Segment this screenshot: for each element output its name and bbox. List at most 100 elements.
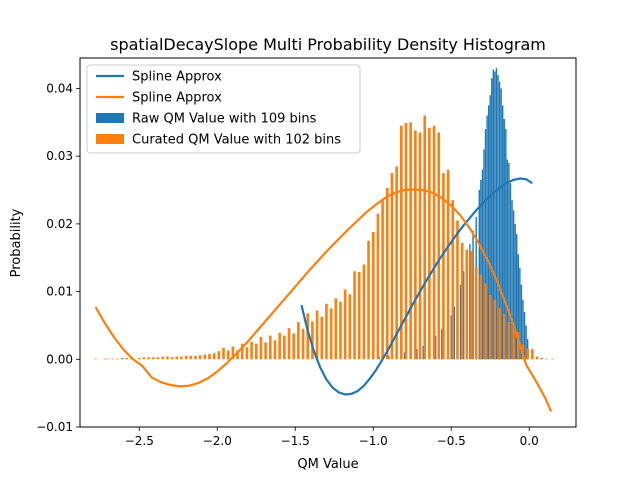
curated-bar bbox=[334, 298, 338, 360]
raw-bar bbox=[525, 325, 527, 360]
curated-bar bbox=[428, 127, 431, 360]
raw-bar bbox=[403, 352, 406, 360]
curated-bar bbox=[226, 350, 230, 360]
curated-bar bbox=[301, 328, 305, 360]
raw-bar bbox=[434, 335, 437, 360]
curated-bar bbox=[551, 358, 554, 360]
curated-bar bbox=[175, 356, 178, 360]
curated-bar bbox=[94, 358, 97, 360]
curated-bar bbox=[320, 316, 324, 360]
curated-bar bbox=[222, 347, 225, 360]
spline-line-orange bbox=[94, 188, 553, 412]
spline-line-blue bbox=[300, 177, 533, 396]
curated-bar bbox=[339, 301, 342, 360]
curated-bar bbox=[198, 355, 202, 360]
curated-bar bbox=[531, 349, 534, 360]
curated-bar bbox=[125, 357, 129, 360]
curated-bar bbox=[297, 322, 300, 360]
curated-bar bbox=[250, 341, 253, 360]
raw-bar bbox=[450, 315, 452, 360]
curated-bar bbox=[446, 169, 450, 360]
x-axis-ticks: −2.5 −2.0 −1.5 −1.0 −0.5 0.0 bbox=[125, 427, 539, 448]
y-tick-label: 0.04 bbox=[46, 81, 73, 95]
x-tick-label: −1.0 bbox=[359, 434, 388, 448]
curated-bar bbox=[212, 353, 216, 360]
raw-bar bbox=[378, 357, 381, 360]
raw-bar bbox=[520, 284, 523, 360]
curated-bar bbox=[470, 250, 473, 360]
curated-bar bbox=[526, 348, 529, 360]
lines-layer bbox=[94, 177, 553, 412]
raw-bar bbox=[481, 169, 484, 360]
y-axis-ticks: −0.01 0.00 0.01 0.02 0.03 0.04 bbox=[36, 81, 80, 434]
curated-bar bbox=[161, 356, 164, 360]
raw-bar bbox=[523, 311, 526, 360]
curated-bar bbox=[240, 343, 244, 360]
curated-bar bbox=[283, 335, 286, 360]
curated-bar bbox=[343, 289, 347, 360]
curated-bar bbox=[236, 350, 239, 360]
legend-patch-swatch bbox=[96, 134, 124, 144]
curated-bar bbox=[493, 299, 497, 360]
legend-label: Raw QM Value with 109 bins bbox=[132, 112, 317, 127]
raw-bar bbox=[388, 355, 390, 360]
curated-bar bbox=[516, 332, 520, 360]
curated-bar bbox=[170, 357, 174, 360]
raw-bar bbox=[516, 234, 518, 360]
curated-bar bbox=[442, 173, 445, 360]
curated-bar bbox=[540, 357, 543, 360]
raw-bar bbox=[469, 244, 471, 360]
raw-bar bbox=[501, 105, 504, 360]
curated-bar bbox=[189, 355, 193, 360]
curated-bar bbox=[357, 271, 361, 360]
legend-box bbox=[86, 64, 361, 154]
bars-layer bbox=[94, 68, 554, 360]
curated-bar bbox=[142, 357, 146, 360]
curated-bar bbox=[245, 347, 249, 360]
y-tick-label: 0.01 bbox=[46, 285, 73, 299]
curated-bar bbox=[156, 357, 160, 360]
curated-bar bbox=[479, 274, 483, 360]
curated-bar bbox=[423, 115, 426, 360]
raw-bar bbox=[519, 267, 521, 360]
raw-bar bbox=[489, 95, 491, 360]
curated-bar bbox=[106, 358, 110, 360]
curated-bar bbox=[535, 356, 539, 360]
curated-bar bbox=[465, 249, 469, 360]
raw-bar bbox=[459, 284, 462, 360]
raw-bar bbox=[514, 223, 516, 360]
curated-bar bbox=[180, 356, 183, 360]
curated-bar bbox=[474, 266, 478, 360]
curated-bar bbox=[259, 336, 263, 360]
curated-bar bbox=[306, 313, 310, 360]
curated-bar bbox=[409, 122, 412, 360]
curated-bar bbox=[208, 353, 211, 360]
curated-bar bbox=[371, 232, 375, 360]
raw-bar bbox=[497, 74, 499, 360]
curated-bar bbox=[456, 220, 459, 360]
y-tick-label: 0.03 bbox=[46, 149, 73, 163]
axes-frame bbox=[79, 57, 577, 428]
curated-bar bbox=[502, 313, 506, 360]
legend: Spline Approx Spline Approx Raw QM Value w… bbox=[86, 64, 361, 154]
curated-bar bbox=[348, 294, 352, 360]
curated-bar bbox=[217, 351, 221, 360]
x-axis-label: QM Value bbox=[297, 457, 358, 472]
raw-bar bbox=[478, 190, 480, 360]
curated-bar bbox=[329, 308, 333, 360]
curated-bar bbox=[311, 321, 314, 360]
curated-bar bbox=[268, 335, 272, 360]
y-tick-label: 0.02 bbox=[46, 217, 73, 231]
raw-bar bbox=[500, 88, 502, 360]
curated-bar bbox=[184, 355, 188, 360]
raw-bar bbox=[495, 68, 498, 360]
raw-bar bbox=[506, 159, 509, 360]
raw-bar bbox=[486, 115, 488, 360]
curated-bar bbox=[103, 358, 107, 360]
raw-bar bbox=[517, 254, 519, 360]
curated-bar bbox=[231, 346, 235, 360]
raw-bar bbox=[492, 69, 495, 360]
y-tick-label: 0.00 bbox=[46, 352, 73, 366]
legend-label: Spline Approx bbox=[132, 70, 222, 85]
curated-bar bbox=[353, 271, 356, 360]
